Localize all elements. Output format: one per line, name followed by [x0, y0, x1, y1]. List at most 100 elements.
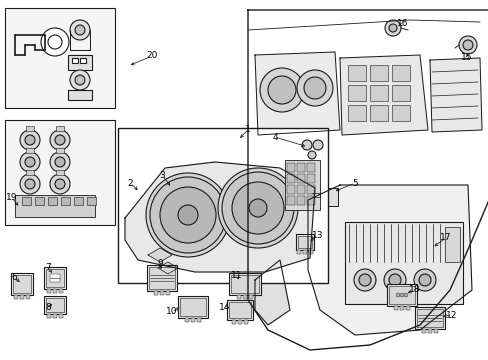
Circle shape: [48, 35, 62, 49]
Bar: [238, 320, 242, 324]
Circle shape: [50, 152, 70, 172]
Circle shape: [304, 77, 325, 99]
Bar: [11, 273, 33, 295]
Text: 14: 14: [219, 302, 230, 311]
Circle shape: [41, 28, 69, 56]
Bar: [296, 185, 305, 194]
Bar: [87, 197, 96, 205]
Bar: [226, 300, 252, 320]
Bar: [306, 196, 314, 205]
Bar: [309, 188, 337, 206]
Circle shape: [267, 76, 295, 104]
Bar: [388, 286, 414, 304]
Text: 9: 9: [157, 260, 163, 269]
Circle shape: [353, 269, 375, 291]
Bar: [248, 295, 252, 299]
Bar: [118, 128, 327, 283]
Bar: [56, 170, 64, 175]
Circle shape: [358, 274, 370, 286]
Circle shape: [458, 36, 476, 54]
Circle shape: [70, 20, 90, 40]
Bar: [347, 105, 365, 121]
Text: 7: 7: [45, 264, 51, 273]
Bar: [345, 222, 462, 304]
Bar: [369, 105, 387, 121]
Circle shape: [178, 205, 198, 225]
Polygon shape: [148, 248, 172, 262]
Bar: [13, 275, 31, 293]
Bar: [306, 163, 314, 172]
Bar: [296, 163, 305, 172]
Circle shape: [20, 174, 40, 194]
Bar: [53, 289, 57, 293]
Bar: [191, 318, 195, 322]
Bar: [228, 273, 261, 295]
Bar: [347, 85, 365, 101]
Bar: [295, 234, 313, 250]
Circle shape: [70, 70, 90, 90]
Polygon shape: [247, 10, 488, 350]
Bar: [184, 318, 189, 322]
Circle shape: [248, 199, 266, 217]
Circle shape: [260, 68, 304, 112]
Circle shape: [75, 25, 85, 35]
Bar: [50, 274, 60, 282]
Circle shape: [307, 151, 315, 159]
Bar: [180, 298, 205, 316]
Circle shape: [55, 135, 65, 145]
Bar: [56, 126, 64, 131]
Circle shape: [55, 179, 65, 189]
Bar: [286, 174, 294, 183]
Text: 10: 10: [166, 307, 177, 316]
Bar: [61, 197, 70, 205]
Text: 4: 4: [272, 132, 277, 141]
Text: 2: 2: [127, 179, 133, 188]
Bar: [46, 269, 64, 287]
Text: 18: 18: [408, 285, 420, 294]
Circle shape: [296, 70, 332, 106]
Bar: [59, 314, 63, 318]
Bar: [296, 174, 305, 183]
Bar: [5, 8, 115, 108]
Bar: [59, 289, 63, 293]
Bar: [68, 55, 92, 70]
Circle shape: [20, 130, 40, 150]
Circle shape: [413, 269, 435, 291]
Bar: [244, 320, 247, 324]
Polygon shape: [307, 185, 471, 335]
Bar: [147, 265, 177, 291]
Circle shape: [399, 293, 403, 297]
Bar: [48, 197, 57, 205]
Bar: [26, 126, 34, 131]
Bar: [47, 314, 51, 318]
Bar: [416, 309, 442, 327]
Bar: [44, 296, 66, 314]
Circle shape: [25, 179, 35, 189]
Circle shape: [25, 135, 35, 145]
Bar: [154, 291, 158, 295]
Text: 1: 1: [244, 126, 250, 135]
Bar: [427, 329, 431, 333]
Bar: [26, 170, 34, 175]
Text: 13: 13: [312, 231, 323, 240]
Circle shape: [403, 293, 407, 297]
Bar: [231, 320, 236, 324]
Bar: [74, 197, 83, 205]
Bar: [296, 250, 301, 254]
Bar: [165, 291, 170, 295]
Circle shape: [383, 269, 405, 291]
Bar: [14, 295, 18, 299]
Bar: [399, 306, 403, 310]
Bar: [369, 85, 387, 101]
Bar: [68, 90, 92, 100]
Bar: [393, 306, 397, 310]
Bar: [149, 267, 175, 289]
Bar: [80, 58, 86, 63]
Bar: [405, 306, 409, 310]
Bar: [386, 284, 416, 306]
Circle shape: [302, 140, 311, 150]
Circle shape: [150, 177, 225, 253]
Bar: [286, 196, 294, 205]
Text: 19: 19: [6, 194, 18, 202]
Circle shape: [75, 75, 85, 85]
